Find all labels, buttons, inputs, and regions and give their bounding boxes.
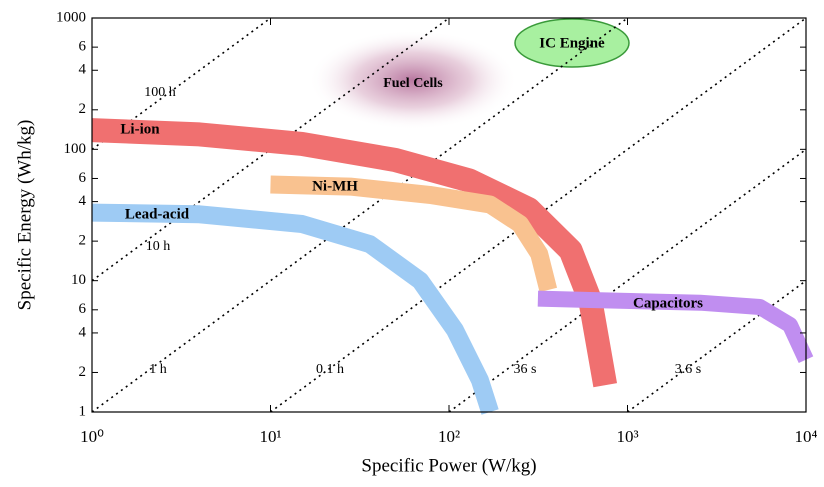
annotation: Fuel Cells (383, 76, 443, 91)
y-tick-label: 4 (79, 62, 87, 78)
x-tick-label: 10² (438, 427, 460, 446)
x-tick-label: 10⁴ (795, 427, 818, 446)
y-tick-label: 2 (79, 101, 87, 117)
y-tick-label: 6 (79, 39, 87, 55)
series-layer (91, 118, 814, 415)
annotation: 1 h (149, 362, 167, 377)
y-tick-label: 2 (79, 364, 87, 380)
time-line (91, 17, 450, 282)
y-tick-label: 4 (79, 193, 87, 209)
series-band (270, 175, 558, 293)
series-band (91, 203, 499, 415)
y-axis-title: Specific Energy (Wh/kg) (14, 120, 35, 311)
y-tick-label: 10 (71, 272, 86, 288)
annotation: 3.6 s (675, 362, 701, 377)
series-label: Lead-acid (125, 206, 190, 222)
x-tick-label: 10¹ (259, 427, 281, 446)
annotation: 10 h (146, 239, 171, 254)
annotation: 100 h (144, 85, 176, 100)
annotation: 0.1 h (316, 362, 344, 377)
x-axis-title: Specific Power (W/kg) (361, 455, 536, 476)
y-tick-label: 4 (79, 324, 87, 340)
series-label: Capacitors (633, 295, 703, 311)
fuel-cells-region (308, 30, 518, 130)
y-tick-label: 6 (79, 170, 87, 186)
annotation: IC Engine (539, 35, 605, 51)
x-tick-label: 10³ (616, 427, 638, 446)
series-band (91, 118, 618, 388)
y-tick-label: 1000 (56, 9, 86, 25)
series-label: Ni-MH (312, 178, 358, 194)
y-tick-label: 2 (79, 233, 87, 249)
y-tick-label: 1 (79, 403, 87, 419)
x-tick-label: 10⁰ (80, 427, 104, 446)
y-tick-label: 100 (64, 141, 87, 157)
time-line (448, 148, 807, 413)
annotation: 36 s (514, 362, 537, 377)
time-line (627, 280, 807, 413)
series-label: Li-ion (120, 121, 160, 137)
ic-engine-region (514, 18, 630, 68)
y-tick-label: 6 (79, 301, 87, 317)
series-band (537, 290, 814, 364)
